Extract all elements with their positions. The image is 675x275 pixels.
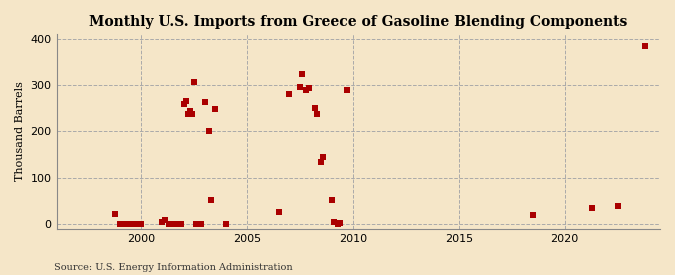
Point	[136, 222, 146, 226]
Point	[528, 213, 539, 217]
Point	[329, 219, 340, 224]
Point	[335, 221, 346, 225]
Point	[165, 222, 176, 226]
Point	[126, 222, 136, 226]
Point	[178, 101, 189, 106]
Point	[189, 80, 200, 84]
Point	[333, 222, 344, 226]
Point	[191, 222, 202, 226]
Point	[303, 85, 314, 90]
Point	[295, 85, 306, 89]
Point	[318, 155, 329, 159]
Point	[115, 222, 126, 226]
Point	[128, 222, 138, 226]
Point	[172, 222, 183, 226]
Point	[187, 112, 198, 116]
Point	[174, 222, 185, 226]
Point	[612, 204, 623, 209]
Point	[117, 222, 128, 226]
Point	[132, 222, 142, 226]
Point	[342, 88, 352, 92]
Point	[167, 222, 178, 226]
Point	[195, 222, 206, 226]
Point	[316, 160, 327, 165]
Point	[180, 99, 191, 104]
Point	[121, 222, 132, 226]
Point	[210, 107, 221, 111]
Point	[273, 210, 284, 215]
Point	[640, 44, 651, 48]
Point	[123, 222, 134, 226]
Point	[157, 220, 168, 224]
Point	[301, 88, 312, 92]
Point	[587, 206, 597, 210]
Point	[199, 100, 210, 104]
Point	[204, 129, 215, 134]
Point	[284, 92, 295, 97]
Point	[312, 112, 323, 117]
Title: Monthly U.S. Imports from Greece of Gasoline Blending Components: Monthly U.S. Imports from Greece of Gaso…	[89, 15, 628, 29]
Point	[193, 222, 204, 226]
Point	[184, 109, 195, 113]
Point	[297, 72, 308, 76]
Point	[327, 198, 338, 203]
Y-axis label: Thousand Barrels: Thousand Barrels	[15, 82, 25, 182]
Point	[221, 222, 232, 226]
Point	[176, 222, 187, 226]
Point	[309, 106, 320, 110]
Point	[206, 198, 217, 202]
Point	[163, 222, 174, 226]
Point	[159, 218, 170, 222]
Point	[169, 222, 180, 226]
Point	[119, 222, 130, 226]
Point	[109, 212, 120, 216]
Text: Source: U.S. Energy Information Administration: Source: U.S. Energy Information Administ…	[54, 263, 293, 272]
Point	[182, 112, 193, 116]
Point	[130, 222, 140, 226]
